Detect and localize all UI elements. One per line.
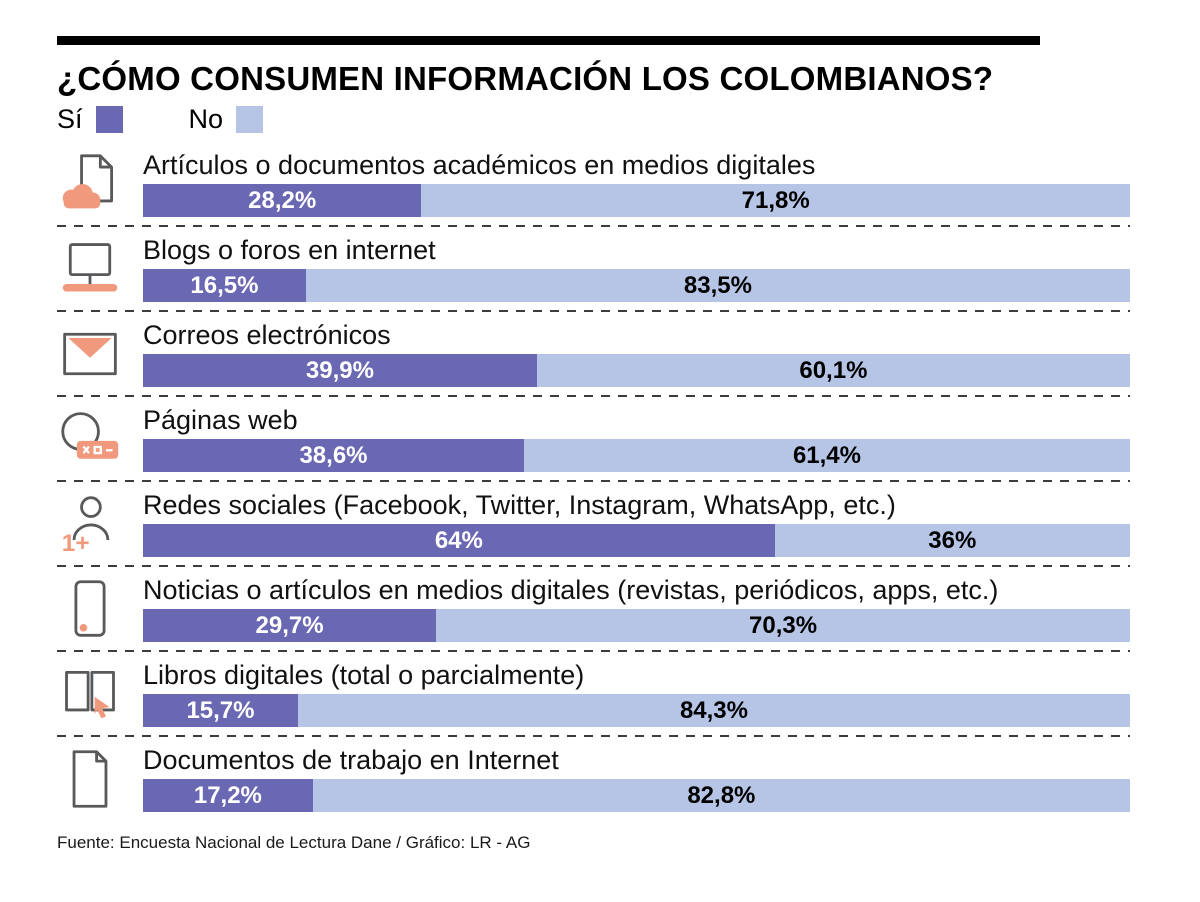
- source-note: Fuente: Encuesta Nacional de Lectura Dan…: [57, 833, 531, 852]
- category-content: Redes sociales (Facebook, Twitter, Insta…: [143, 490, 1130, 557]
- monitor-icon: [57, 238, 143, 300]
- chart-title: ¿CÓMO CONSUMEN INFORMACIÓN LOS COLOMBIAN…: [57, 60, 994, 97]
- yes-segment: 28,2%: [143, 184, 422, 217]
- yes-value-label: 28,2%: [248, 186, 317, 214]
- web-window-icon: [57, 408, 143, 470]
- no-segment: 61,4%: [523, 439, 1130, 472]
- person-add-icon: 1+: [57, 493, 143, 555]
- row-separator: [57, 480, 1130, 482]
- yes-value-label: 17,2%: [193, 781, 262, 809]
- category-row: Blogs o foros en internet 16,5% 83,5%: [57, 232, 1130, 305]
- yes-segment: 64%: [143, 524, 775, 557]
- category-label: Libros digitales (total o parcialmente): [143, 660, 585, 690]
- legend: Sí No: [57, 104, 1133, 135]
- category-label: Artículos o documentos académicos en med…: [143, 150, 816, 180]
- legend-item-no: No: [189, 104, 264, 135]
- yes-value-label: 16,5%: [190, 271, 259, 299]
- yes-segment: 15,7%: [143, 694, 298, 727]
- category-label: Correos electrónicos: [143, 320, 391, 350]
- row-separator: [57, 225, 1130, 227]
- no-value-label: 84,3%: [679, 696, 748, 724]
- category-row: Documentos de trabajo en Internet 17,2% 82…: [57, 742, 1130, 815]
- stacked-bar: 38,6% 61,4%: [143, 439, 1130, 472]
- smartphone-icon: [57, 578, 143, 640]
- category-row: 1+ Redes sociales (Facebook, Twitter, Ins…: [57, 487, 1130, 560]
- yes-value-label: 38,6%: [299, 441, 368, 469]
- document-icon: [57, 748, 143, 810]
- row-separator: [57, 310, 1130, 312]
- no-value-label: 83,5%: [683, 271, 752, 299]
- no-segment: 70,3%: [436, 609, 1130, 642]
- no-value-label: 60,1%: [799, 356, 868, 384]
- yes-value-label: 64%: [434, 526, 483, 554]
- category-content: Páginas web 38,6% 61,4%: [143, 405, 1130, 472]
- yes-segment: 38,6%: [143, 439, 524, 472]
- stacked-bar: 64% 36%: [143, 524, 1130, 557]
- row-separator: [57, 395, 1130, 397]
- chart-rows: Artículos o documentos académicos en med…: [57, 147, 1130, 815]
- category-label: Páginas web: [143, 405, 298, 435]
- category-row: Libros digitales (total o parcialmente) 1…: [57, 657, 1130, 730]
- category-content: Documentos de trabajo en Internet 17,2% 82…: [143, 745, 1130, 812]
- no-segment: 82,8%: [312, 779, 1130, 812]
- yes-segment: 17,2%: [143, 779, 313, 812]
- no-value-label: 71,8%: [741, 186, 810, 214]
- stacked-bar: 29,7% 70,3%: [143, 609, 1130, 642]
- row-separator: [57, 650, 1130, 652]
- no-value-label: 70,3%: [749, 611, 818, 639]
- svg-text:1+: 1+: [62, 530, 90, 555]
- legend-yes-swatch: [95, 106, 123, 133]
- envelope-icon: [57, 323, 143, 385]
- no-segment: 36%: [774, 524, 1130, 557]
- stacked-bar: 28,2% 71,8%: [143, 184, 1130, 217]
- category-content: Artículos o documentos académicos en med…: [143, 150, 1130, 217]
- no-value-label: 61,4%: [792, 441, 861, 469]
- open-book-cursor-icon: [57, 663, 143, 725]
- no-segment: 84,3%: [297, 694, 1130, 727]
- stacked-bar: 17,2% 82,8%: [143, 779, 1130, 812]
- legend-yes-label: Sí: [57, 104, 83, 134]
- no-segment: 83,5%: [305, 269, 1130, 302]
- no-value-label: 36%: [928, 526, 977, 554]
- top-rule: [57, 36, 1040, 45]
- yes-value-label: 29,7%: [255, 611, 324, 639]
- category-label: Redes sociales (Facebook, Twitter, Insta…: [143, 490, 896, 520]
- category-row: Noticias o artículos en medios digitales…: [57, 572, 1130, 645]
- legend-item-yes: Sí: [57, 104, 123, 135]
- category-row: Artículos o documentos académicos en med…: [57, 147, 1130, 220]
- row-separator: [57, 565, 1130, 567]
- category-row: Correos electrónicos 39,9% 60,1%: [57, 317, 1130, 390]
- category-label: Noticias o artículos en medios digitales…: [143, 575, 999, 605]
- yes-segment: 16,5%: [143, 269, 306, 302]
- no-value-label: 82,8%: [687, 781, 756, 809]
- category-label: Blogs o foros en internet: [143, 235, 436, 265]
- category-content: Noticias o artículos en medios digitales…: [143, 575, 1130, 642]
- category-row: Páginas web 38,6% 61,4%: [57, 402, 1130, 475]
- category-label: Documentos de trabajo en Internet: [143, 745, 559, 775]
- stacked-bar: 15,7% 84,3%: [143, 694, 1130, 727]
- yes-segment: 29,7%: [143, 609, 437, 642]
- yes-value-label: 15,7%: [186, 696, 255, 724]
- yes-value-label: 39,9%: [305, 356, 374, 384]
- yes-segment: 39,9%: [143, 354, 537, 387]
- stacked-bar: 16,5% 83,5%: [143, 269, 1130, 302]
- legend-no-label: No: [188, 104, 224, 134]
- no-segment: 60,1%: [536, 354, 1130, 387]
- row-separator: [57, 735, 1130, 737]
- category-content: Blogs o foros en internet 16,5% 83,5%: [143, 235, 1130, 302]
- category-content: Libros digitales (total o parcialmente) 1…: [143, 660, 1130, 727]
- category-content: Correos electrónicos 39,9% 60,1%: [143, 320, 1130, 387]
- no-segment: 71,8%: [421, 184, 1130, 217]
- legend-no-swatch: [236, 106, 264, 133]
- stacked-bar: 39,9% 60,1%: [143, 354, 1130, 387]
- document-cloud-icon: [57, 153, 143, 215]
